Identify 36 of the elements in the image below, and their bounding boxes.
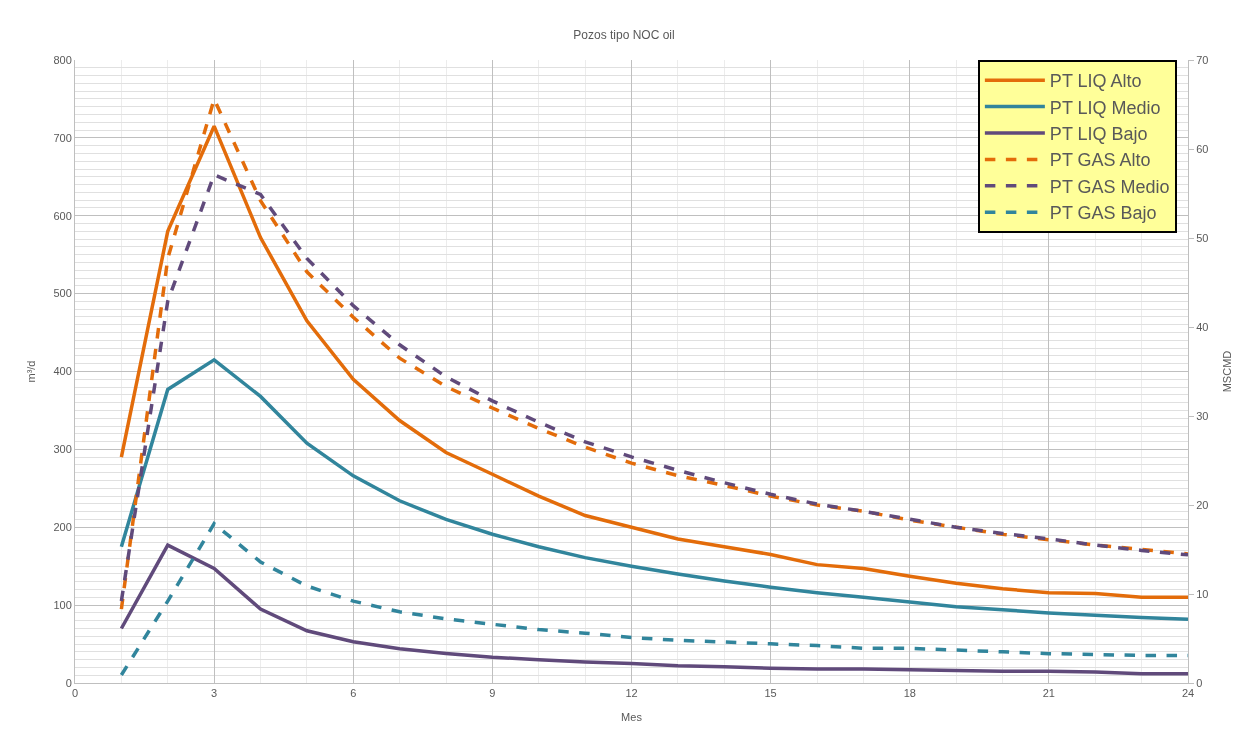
y2-tick-label: 40 bbox=[1196, 320, 1209, 333]
y-tick-label: 700 bbox=[53, 131, 72, 144]
legend-label: PT LIQ Bajo bbox=[1049, 124, 1148, 145]
y2-tick-label: 50 bbox=[1196, 231, 1209, 244]
y-tick-label: 100 bbox=[53, 598, 72, 611]
y2-tick-label: 10 bbox=[1196, 587, 1209, 600]
x-tick-label: 12 bbox=[625, 687, 638, 700]
x-tick-label: 6 bbox=[350, 687, 357, 700]
legend-label: PT GAS Medio bbox=[1049, 176, 1170, 197]
x-axis-title: Mes bbox=[621, 711, 643, 724]
x-tick-label: 24 bbox=[1181, 687, 1195, 700]
y2-tick-label: 70 bbox=[1196, 53, 1209, 66]
y2-tick-label: 30 bbox=[1196, 409, 1209, 422]
y-tick-label: 400 bbox=[53, 365, 72, 378]
y-tick-label: 300 bbox=[53, 443, 72, 456]
y-axis-title: m³/d bbox=[25, 360, 38, 383]
y-tick-label: 800 bbox=[53, 53, 72, 66]
y-tick-label: 600 bbox=[53, 209, 72, 222]
y2-tick-label: 0 bbox=[1196, 676, 1203, 689]
y-tick-label: 0 bbox=[65, 676, 72, 689]
legend-label: PT LIQ Alto bbox=[1049, 71, 1142, 92]
y2-tick-label: 20 bbox=[1196, 498, 1209, 511]
x-tick-label: 9 bbox=[489, 687, 496, 700]
x-tick-label: 15 bbox=[764, 687, 777, 700]
line-series bbox=[119, 358, 1188, 621]
x-tick-label: 21 bbox=[1042, 687, 1056, 700]
y-tick-label: 500 bbox=[53, 287, 72, 300]
y-tick-label: 200 bbox=[53, 521, 72, 534]
x-tick-label: 3 bbox=[211, 687, 218, 700]
x-tick-label: 18 bbox=[903, 687, 916, 700]
legend-label: PT LIQ Medio bbox=[1049, 97, 1161, 118]
legend-label: PT GAS Bajo bbox=[1049, 203, 1157, 224]
y2-tick-label: 60 bbox=[1196, 142, 1209, 155]
legend-label: PT GAS Alto bbox=[1049, 150, 1151, 171]
chart-title: Pozos tipo NOC oil bbox=[573, 27, 675, 42]
y2-axis-title: MSCMD bbox=[1220, 350, 1233, 393]
